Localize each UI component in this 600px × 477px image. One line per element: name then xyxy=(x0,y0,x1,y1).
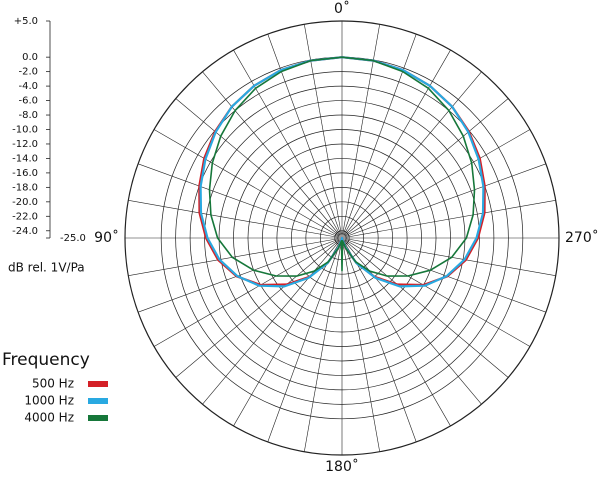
polar-line xyxy=(208,56,476,277)
grid-spoke xyxy=(341,237,482,405)
angle-label: 0˚ xyxy=(334,0,350,17)
grid-spoke xyxy=(202,237,343,405)
grid-spoke xyxy=(341,237,547,313)
grid-spoke xyxy=(128,200,343,239)
scale-label: +5.0 xyxy=(14,16,38,27)
grid-spoke xyxy=(233,49,343,239)
grid-spoke xyxy=(341,33,417,239)
angle-label: 90˚ xyxy=(94,229,119,246)
grid-spoke xyxy=(304,237,343,452)
grid-spoke xyxy=(341,237,556,276)
angle-label: 180˚ xyxy=(325,458,359,475)
grid-spoke xyxy=(153,237,343,347)
legend-title: Frequency xyxy=(2,350,90,370)
scale-label: -16.0 xyxy=(12,168,38,179)
grid-spoke xyxy=(341,237,451,427)
grid-spoke xyxy=(128,237,343,276)
polar-line xyxy=(199,56,485,288)
grid-spoke xyxy=(137,237,343,313)
grid-spoke xyxy=(341,49,451,239)
legend-label: 4000 Hz xyxy=(24,411,74,425)
scale-label: -12.0 xyxy=(12,139,38,150)
scale-label: -6.0 xyxy=(18,96,38,107)
grid-spoke xyxy=(341,163,547,239)
grid-spoke xyxy=(341,237,417,443)
scale-label: -10.0 xyxy=(12,125,38,136)
grid-spoke xyxy=(137,163,343,239)
scale-label: -24.0 xyxy=(12,226,38,237)
scale-label: -4.0 xyxy=(18,81,38,92)
grid-spoke xyxy=(267,33,343,239)
legend-label: 1000 Hz xyxy=(24,394,74,408)
axis-label: dB rel. 1V/Pa xyxy=(8,261,85,275)
scale-label: -8.0 xyxy=(18,110,38,121)
grid-spoke xyxy=(341,71,482,239)
legend-swatch xyxy=(88,415,108,421)
scale-label: -2.0 xyxy=(18,67,38,78)
grid-spoke xyxy=(341,129,531,239)
scale-label: -22.0 xyxy=(12,211,38,222)
grid-spoke xyxy=(341,237,380,452)
grid-spoke xyxy=(341,237,509,378)
legend-swatch xyxy=(88,381,108,387)
grid-spoke xyxy=(341,98,509,239)
grid-spoke xyxy=(341,200,556,239)
grid-spoke xyxy=(175,237,343,378)
grid-spoke xyxy=(202,71,343,239)
legend-swatch xyxy=(88,398,108,404)
grid-spoke xyxy=(175,98,343,239)
scale-label: 0.0 xyxy=(22,52,38,63)
angle-label: 270˚ xyxy=(565,229,599,246)
scale-label: -25.0 xyxy=(60,233,86,244)
scale-label: -18.0 xyxy=(12,182,38,193)
grid-spoke xyxy=(153,129,343,239)
scale-label: -14.0 xyxy=(12,153,38,164)
grid-spoke xyxy=(233,237,343,427)
grid-spoke xyxy=(341,237,531,347)
grid-spoke xyxy=(267,237,343,443)
legend-label: 500 Hz xyxy=(32,377,74,391)
scale-label: -20.0 xyxy=(12,197,38,208)
